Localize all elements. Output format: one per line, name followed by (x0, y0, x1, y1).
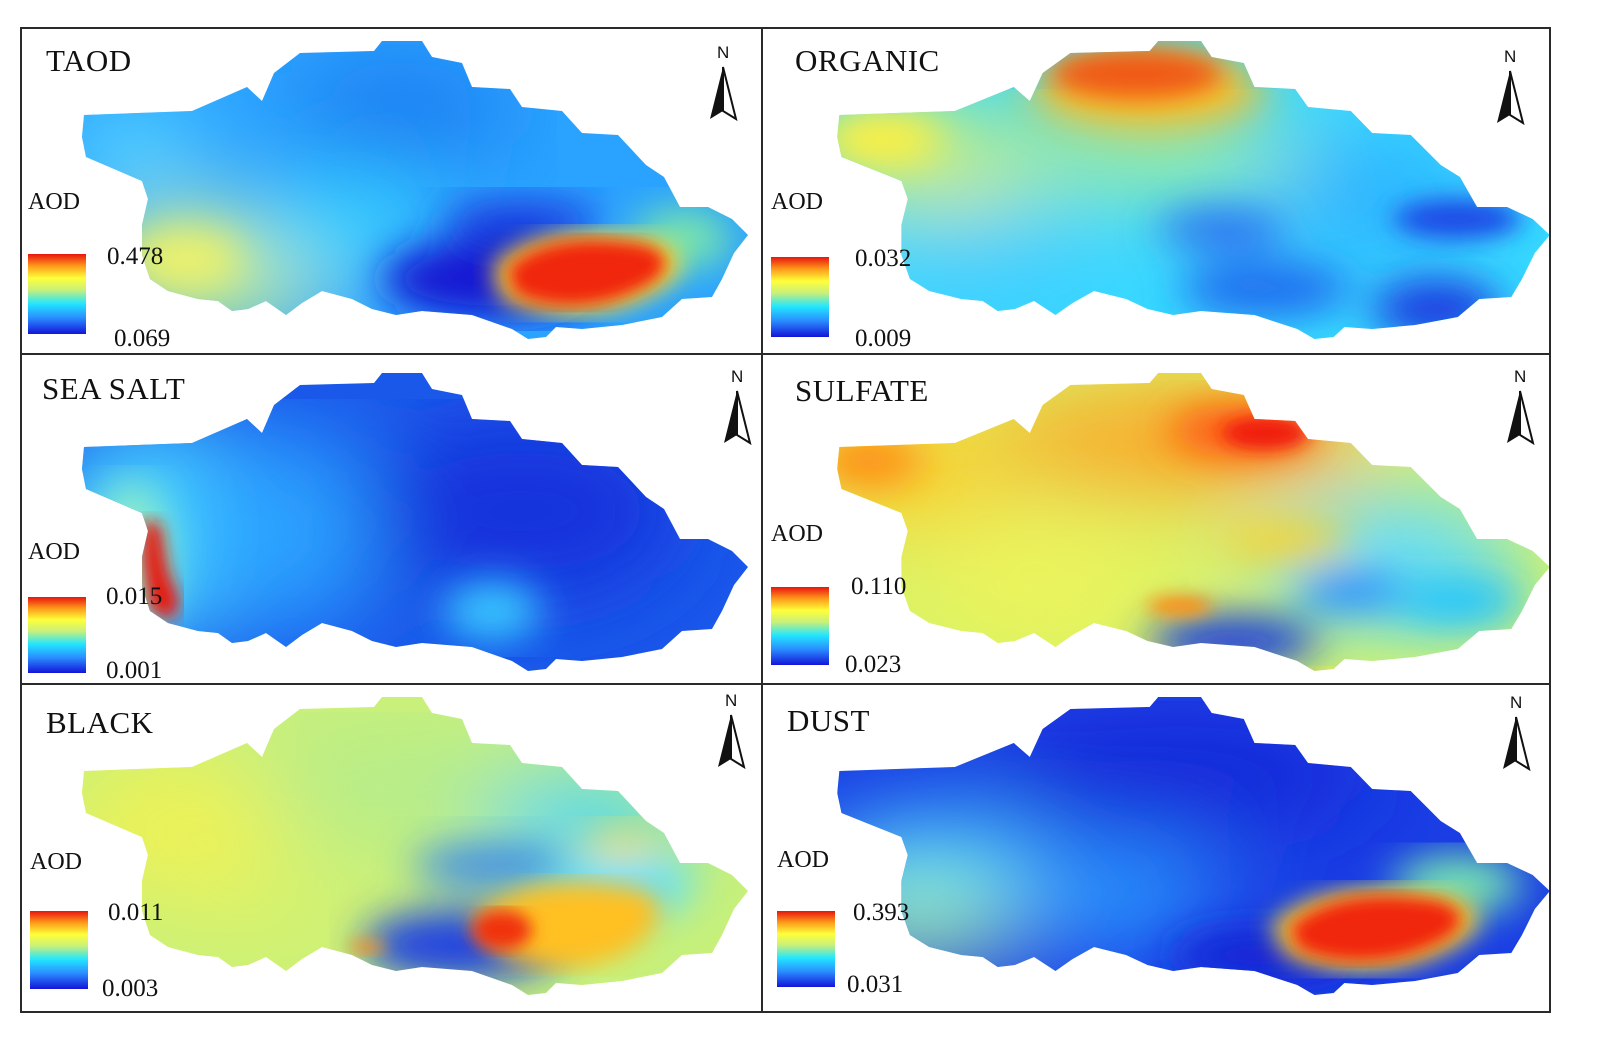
legend-title: AOD (28, 539, 80, 565)
legend-title: AOD (777, 847, 829, 873)
panel-taod: TAOD AOD 0.478 0.069 N (20, 27, 763, 355)
north-arrow-icon: N (722, 367, 761, 451)
panel-title: ORGANIC (795, 43, 940, 78)
legend-title: AOD (771, 189, 823, 215)
legend-color-bar (777, 911, 835, 987)
panel-title: SULFATE (795, 373, 929, 408)
legend-color-bar (771, 257, 829, 337)
legend-min-value: 0.003 (102, 975, 159, 1002)
legend-title: AOD (771, 521, 823, 547)
legend-max-value: 0.393 (853, 899, 910, 926)
panel-dust: DUST AOD 0.393 0.031 N (761, 683, 1551, 1013)
map-taod (82, 41, 748, 339)
legend-color-bar (28, 597, 86, 673)
panel-sea-salt: SEA SALT AOD 0.015 0.001 N (20, 353, 763, 685)
map-dust (837, 697, 1549, 995)
north-arrow-icon: N (708, 43, 748, 127)
legend-min-value: 0.069 (114, 325, 171, 352)
panel-sulfate: SULFATE AOD 0.110 0.023 N (761, 353, 1551, 685)
panel-title: TAOD (46, 43, 132, 78)
north-arrow-icon: N (1501, 693, 1541, 777)
map-sea-salt (82, 373, 748, 671)
legend-title: AOD (30, 849, 82, 875)
legend-min-value: 0.001 (106, 657, 163, 684)
panel-title: DUST (787, 703, 870, 738)
legend-min-value: 0.009 (855, 325, 912, 352)
map-black (82, 697, 748, 995)
panel-title: SEA SALT (42, 371, 186, 406)
north-arrow-icon: N (716, 691, 756, 775)
map-organic (837, 41, 1549, 339)
legend-color-bar (30, 911, 88, 989)
legend-max-value: 0.478 (107, 243, 164, 270)
north-arrow-icon: N (1505, 367, 1545, 451)
legend-max-value: 0.032 (855, 245, 912, 272)
north-arrow-icon: N (1495, 47, 1535, 131)
legend-color-bar (771, 587, 829, 665)
map-sulfate (837, 373, 1549, 671)
legend-min-value: 0.023 (845, 651, 902, 678)
panel-organic: ORGANIC AOD 0.032 0.009 N (761, 27, 1551, 355)
legend-max-value: 0.110 (851, 573, 907, 600)
legend-color-bar (28, 254, 86, 334)
panel-title: BLACK (46, 705, 154, 740)
panel-black: BLACK AOD 0.011 0.003 N (20, 683, 763, 1013)
legend-min-value: 0.031 (847, 971, 904, 998)
legend-max-value: 0.011 (108, 899, 164, 926)
legend-max-value: 0.015 (106, 583, 163, 610)
legend-title: AOD (28, 189, 80, 215)
